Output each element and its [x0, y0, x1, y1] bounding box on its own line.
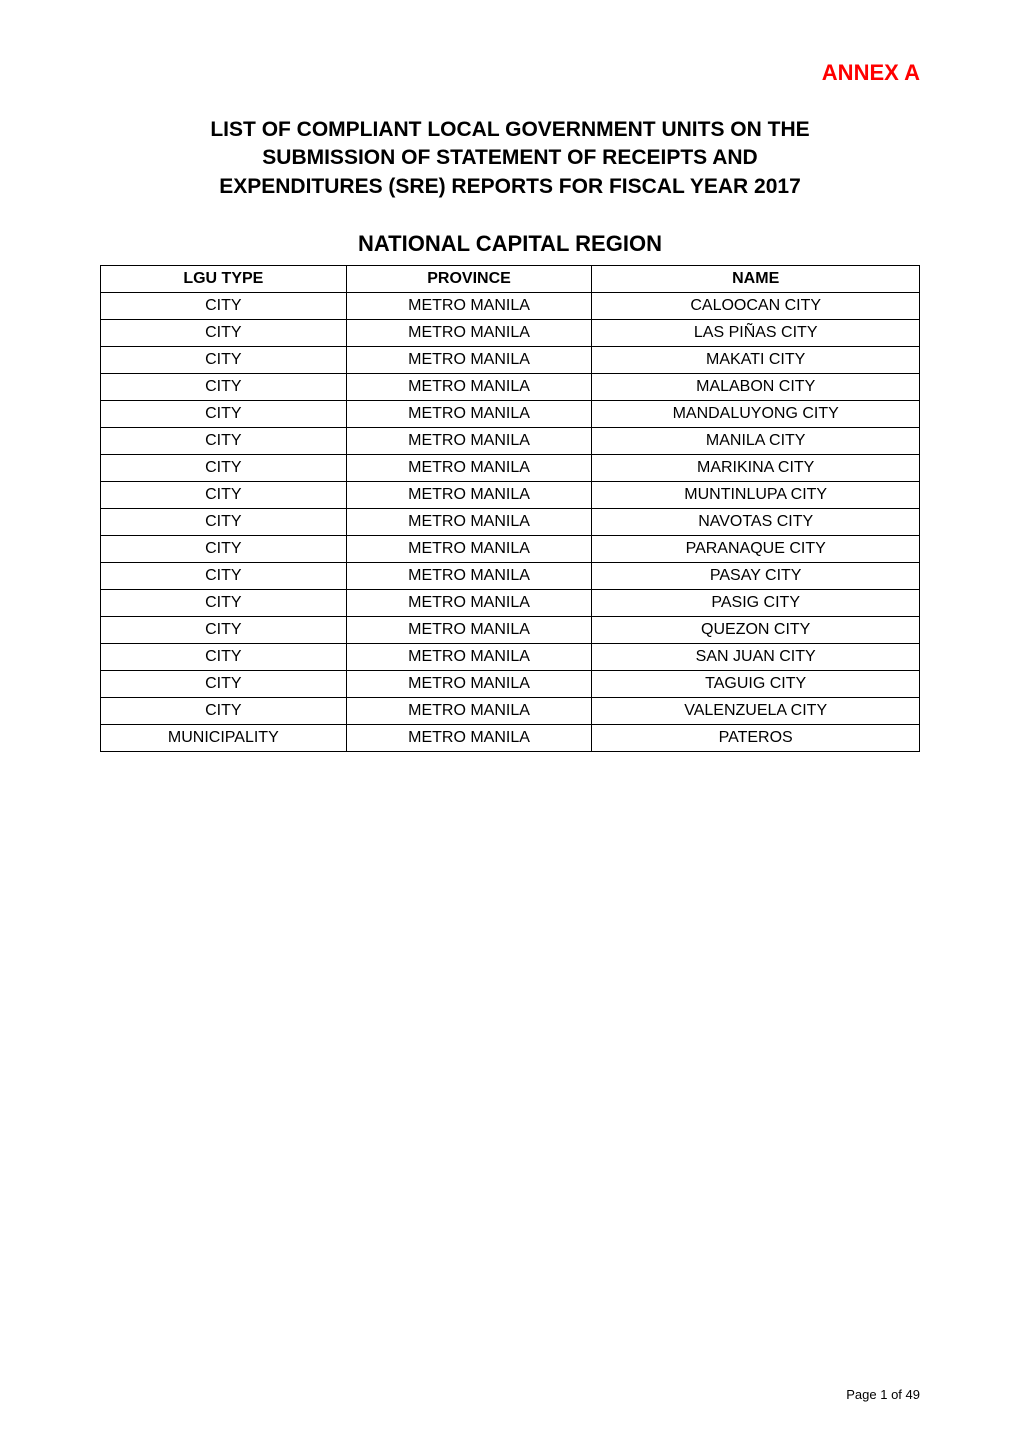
cell-name: MAKATI CITY [592, 347, 920, 374]
cell-lgu-type: CITY [101, 509, 347, 536]
title-line-2: SUBMISSION OF STATEMENT OF RECEIPTS AND [262, 146, 757, 169]
cell-lgu-type: CITY [101, 347, 347, 374]
cell-name: CALOOCAN CITY [592, 293, 920, 320]
table-header-row: LGU TYPE PROVINCE NAME [101, 266, 920, 293]
cell-province: METRO MANILA [346, 428, 592, 455]
cell-name: MUNTINLUPA CITY [592, 482, 920, 509]
cell-name: SAN JUAN CITY [592, 644, 920, 671]
table-row: CITY METRO MANILA LAS PIÑAS CITY [101, 320, 920, 347]
cell-lgu-type: CITY [101, 428, 347, 455]
table-row: CITY METRO MANILA QUEZON CITY [101, 617, 920, 644]
cell-lgu-type: CITY [101, 293, 347, 320]
cell-lgu-type: CITY [101, 374, 347, 401]
cell-lgu-type: CITY [101, 563, 347, 590]
table-row: CITY METRO MANILA MAKATI CITY [101, 347, 920, 374]
cell-province: METRO MANILA [346, 671, 592, 698]
cell-name: VALENZUELA CITY [592, 698, 920, 725]
col-header-lgu-type: LGU TYPE [101, 266, 347, 293]
cell-province: METRO MANILA [346, 482, 592, 509]
cell-province: METRO MANILA [346, 536, 592, 563]
table-row: CITY METRO MANILA MANDALUYONG CITY [101, 401, 920, 428]
table-row: CITY METRO MANILA MANILA CITY [101, 428, 920, 455]
cell-lgu-type: CITY [101, 455, 347, 482]
cell-lgu-type: CITY [101, 482, 347, 509]
cell-province: METRO MANILA [346, 617, 592, 644]
table-row: CITY METRO MANILA PASAY CITY [101, 563, 920, 590]
table-body: CITY METRO MANILA CALOOCAN CITY CITY MET… [101, 293, 920, 752]
lgu-table: LGU TYPE PROVINCE NAME CITY METRO MANILA… [100, 265, 920, 752]
cell-lgu-type: CITY [101, 536, 347, 563]
table-row: CITY METRO MANILA PARANAQUE CITY [101, 536, 920, 563]
page-footer: Page 1 of 49 [846, 1387, 920, 1402]
cell-name: TAGUIG CITY [592, 671, 920, 698]
cell-lgu-type: CITY [101, 617, 347, 644]
cell-province: METRO MANILA [346, 725, 592, 752]
cell-name: QUEZON CITY [592, 617, 920, 644]
table-row: CITY METRO MANILA MUNTINLUPA CITY [101, 482, 920, 509]
cell-province: METRO MANILA [346, 293, 592, 320]
cell-name: LAS PIÑAS CITY [592, 320, 920, 347]
table-row: CITY METRO MANILA MALABON CITY [101, 374, 920, 401]
cell-province: METRO MANILA [346, 563, 592, 590]
col-header-name: NAME [592, 266, 920, 293]
cell-name: PARANAQUE CITY [592, 536, 920, 563]
cell-name: PASIG CITY [592, 590, 920, 617]
main-title: LIST OF COMPLIANT LOCAL GOVERNMENT UNITS… [100, 116, 920, 201]
cell-name: PASAY CITY [592, 563, 920, 590]
cell-lgu-type: CITY [101, 590, 347, 617]
region-title: NATIONAL CAPITAL REGION [100, 231, 920, 257]
cell-lgu-type: CITY [101, 401, 347, 428]
cell-province: METRO MANILA [346, 455, 592, 482]
cell-province: METRO MANILA [346, 374, 592, 401]
table-row: CITY METRO MANILA MARIKINA CITY [101, 455, 920, 482]
table-row: CITY METRO MANILA PASIG CITY [101, 590, 920, 617]
cell-lgu-type: CITY [101, 671, 347, 698]
table-row: CITY METRO MANILA SAN JUAN CITY [101, 644, 920, 671]
cell-name: MANILA CITY [592, 428, 920, 455]
cell-lgu-type: MUNICIPALITY [101, 725, 347, 752]
annex-label: ANNEX A [100, 60, 920, 86]
cell-province: METRO MANILA [346, 347, 592, 374]
cell-province: METRO MANILA [346, 401, 592, 428]
cell-lgu-type: CITY [101, 644, 347, 671]
table-row: CITY METRO MANILA CALOOCAN CITY [101, 293, 920, 320]
cell-province: METRO MANILA [346, 644, 592, 671]
cell-lgu-type: CITY [101, 320, 347, 347]
cell-name: MARIKINA CITY [592, 455, 920, 482]
cell-province: METRO MANILA [346, 590, 592, 617]
cell-name: NAVOTAS CITY [592, 509, 920, 536]
table-row: MUNICIPALITY METRO MANILA PATEROS [101, 725, 920, 752]
cell-name: MALABON CITY [592, 374, 920, 401]
cell-name: PATEROS [592, 725, 920, 752]
title-line-1: LIST OF COMPLIANT LOCAL GOVERNMENT UNITS… [210, 118, 809, 141]
cell-name: MANDALUYONG CITY [592, 401, 920, 428]
cell-province: METRO MANILA [346, 698, 592, 725]
table-row: CITY METRO MANILA TAGUIG CITY [101, 671, 920, 698]
cell-lgu-type: CITY [101, 698, 347, 725]
cell-province: METRO MANILA [346, 509, 592, 536]
table-row: CITY METRO MANILA NAVOTAS CITY [101, 509, 920, 536]
title-line-3: EXPENDITURES (SRE) REPORTS FOR FISCAL YE… [219, 175, 801, 198]
col-header-province: PROVINCE [346, 266, 592, 293]
table-row: CITY METRO MANILA VALENZUELA CITY [101, 698, 920, 725]
cell-province: METRO MANILA [346, 320, 592, 347]
